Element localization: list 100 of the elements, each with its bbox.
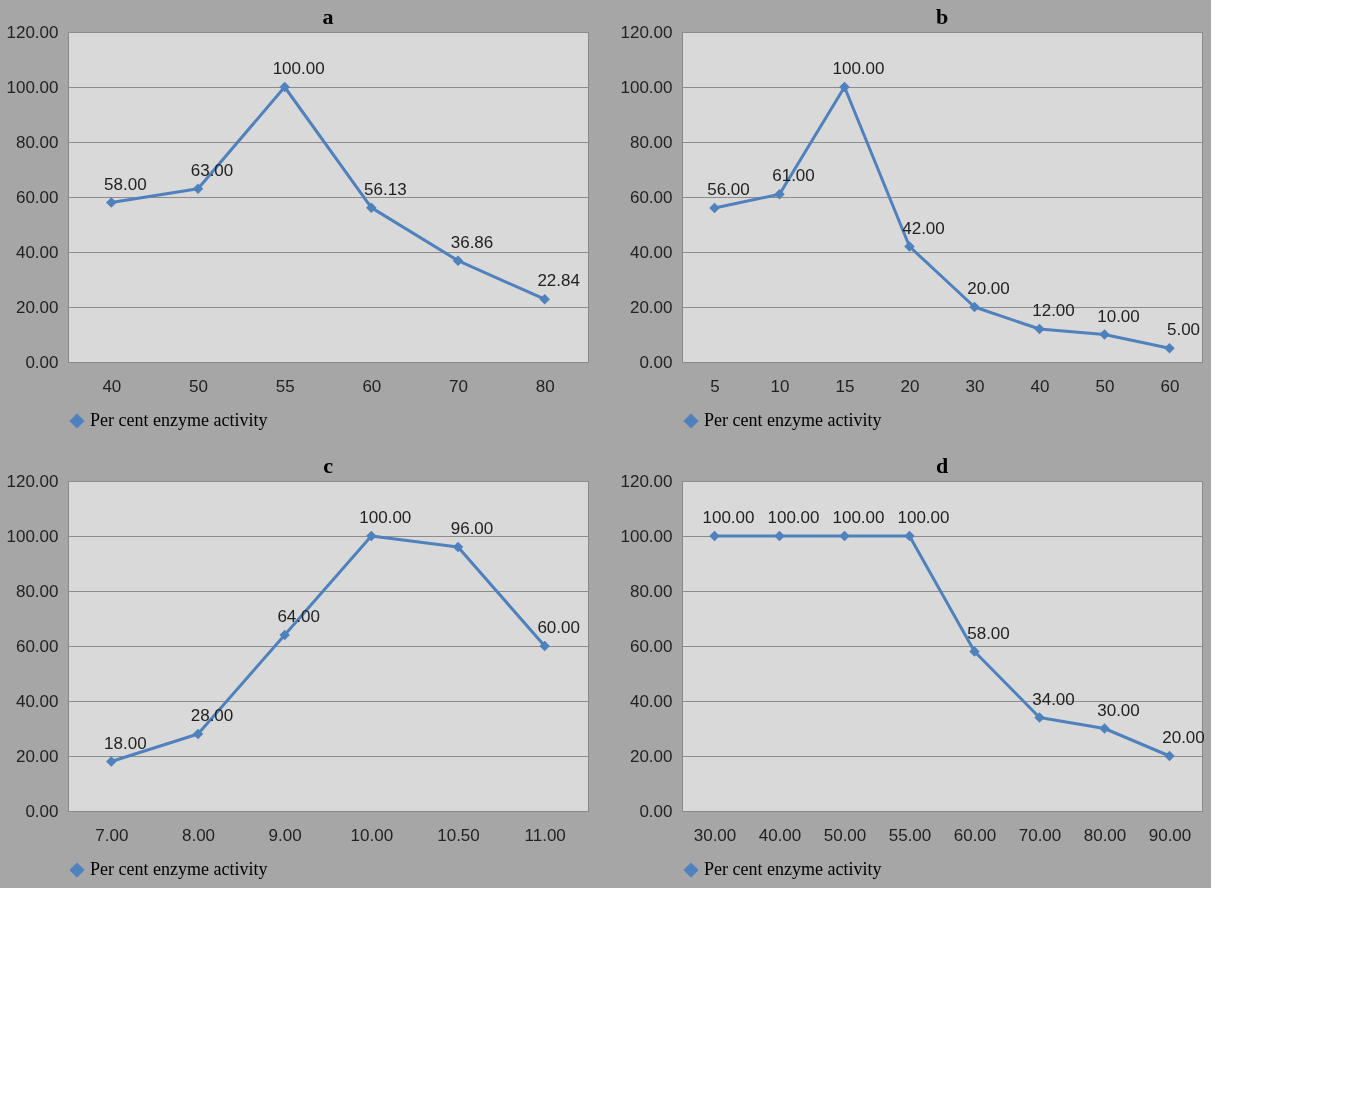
data-label: 100.00 bbox=[359, 508, 412, 527]
y-tick-label: 40.00 bbox=[629, 242, 673, 262]
data-label: 58.00 bbox=[967, 623, 1010, 643]
y-tick-label: 100.00 bbox=[620, 77, 673, 97]
y-tick-label: 80.00 bbox=[15, 581, 59, 601]
x-tick-label: 80.00 bbox=[1083, 825, 1127, 845]
x-tick-label: 55 bbox=[275, 376, 295, 396]
x-tick-label: 8.00 bbox=[181, 825, 216, 845]
data-label: 20.00 bbox=[1162, 728, 1205, 747]
point bbox=[106, 756, 117, 767]
y-tick-label: 0.00 bbox=[639, 352, 673, 372]
point bbox=[452, 255, 464, 266]
point bbox=[366, 530, 377, 542]
y-tick-label: 80.00 bbox=[629, 581, 673, 601]
x-tick-label: 20 bbox=[900, 376, 920, 396]
data-label: 56.00 bbox=[707, 180, 750, 199]
point bbox=[1034, 323, 1045, 335]
data-label: 100.00 bbox=[767, 508, 820, 527]
point bbox=[1099, 723, 1110, 734]
data-label: 20.00 bbox=[967, 279, 1010, 298]
x-tick-label: 40 bbox=[102, 376, 122, 396]
point bbox=[279, 81, 290, 93]
y-tick-label: 100.00 bbox=[6, 77, 59, 97]
data-label: 100.00 bbox=[272, 59, 325, 78]
y-tick-label: 0.00 bbox=[25, 352, 59, 372]
point bbox=[904, 530, 915, 542]
point bbox=[774, 530, 785, 542]
y-tick-label: 20.00 bbox=[15, 746, 59, 766]
legend-label: Per cent enzyme activity bbox=[704, 410, 882, 430]
point bbox=[1099, 329, 1110, 340]
data-label: 36.86 bbox=[450, 232, 494, 252]
data-label: 96.00 bbox=[450, 519, 494, 538]
point bbox=[1164, 750, 1175, 762]
data-label: 18.00 bbox=[104, 733, 147, 753]
point bbox=[106, 197, 117, 208]
point bbox=[709, 530, 720, 542]
y-tick-label: 100.00 bbox=[620, 526, 673, 546]
point bbox=[192, 728, 204, 740]
data-label: 22.84 bbox=[537, 271, 580, 291]
point bbox=[774, 189, 785, 200]
x-tick-label: 10.00 bbox=[350, 825, 394, 845]
legend-label: Per cent enzyme activity bbox=[90, 859, 268, 879]
x-tick-label: 60.00 bbox=[953, 825, 997, 845]
data-label: 100.00 bbox=[897, 508, 950, 527]
x-tick-label: 10.50 bbox=[437, 825, 480, 845]
x-tick-label: 50 bbox=[1095, 376, 1115, 396]
x-tick-label: 5 bbox=[710, 376, 720, 396]
point bbox=[839, 530, 850, 542]
data-label: 10.00 bbox=[1097, 306, 1140, 326]
point bbox=[969, 646, 980, 657]
y-tick-label: 20.00 bbox=[629, 746, 673, 766]
data-label: 5.00 bbox=[1166, 320, 1201, 340]
data-label: 34.00 bbox=[1032, 689, 1075, 709]
x-tick-label: 11.00 bbox=[524, 825, 566, 845]
y-tick-label: 20.00 bbox=[629, 297, 673, 317]
data-label: 100.00 bbox=[832, 508, 885, 527]
data-label: 56.13 bbox=[364, 179, 407, 199]
y-tick-label: 120.00 bbox=[620, 471, 673, 491]
y-tick-label: 20.00 bbox=[15, 297, 59, 317]
point bbox=[839, 81, 850, 93]
data-label: 42.00 bbox=[902, 218, 945, 238]
chart-title: c bbox=[323, 453, 334, 478]
y-tick-label: 60.00 bbox=[629, 187, 673, 207]
x-tick-label: 60 bbox=[1160, 376, 1180, 396]
chart-title: a bbox=[322, 4, 334, 29]
y-tick-label: 80.00 bbox=[15, 132, 59, 152]
data-label: 100.00 bbox=[832, 59, 885, 78]
x-tick-label: 70 bbox=[449, 376, 468, 396]
x-tick-label: 50 bbox=[189, 376, 208, 396]
x-tick-label: 30 bbox=[965, 376, 985, 396]
legend-label: Per cent enzyme activity bbox=[90, 410, 268, 430]
point bbox=[709, 202, 720, 214]
x-tick-label: 80 bbox=[535, 376, 555, 396]
y-tick-label: 60.00 bbox=[15, 636, 59, 656]
data-label: 12.00 bbox=[1032, 301, 1075, 320]
y-tick-label: 0.00 bbox=[25, 801, 59, 821]
data-label: 100.00 bbox=[702, 508, 755, 527]
y-tick-label: 120.00 bbox=[620, 22, 673, 42]
x-tick-label: 90.00 bbox=[1148, 825, 1192, 845]
x-tick-label: 40.00 bbox=[758, 825, 802, 845]
point bbox=[539, 640, 550, 652]
x-tick-label: 15 bbox=[835, 376, 855, 396]
data-label: 30.00 bbox=[1097, 700, 1140, 720]
y-tick-label: 60.00 bbox=[15, 187, 59, 207]
point bbox=[192, 183, 204, 194]
point bbox=[366, 202, 377, 213]
y-tick-label: 40.00 bbox=[15, 242, 59, 262]
point bbox=[1034, 712, 1045, 723]
chart-title: b bbox=[935, 4, 949, 29]
data-label: 58.00 bbox=[104, 174, 147, 194]
x-tick-label: 50.00 bbox=[823, 825, 867, 845]
y-tick-label: 80.00 bbox=[629, 132, 673, 152]
x-tick-label: 40 bbox=[1030, 376, 1050, 396]
x-tick-label: 7.00 bbox=[95, 825, 129, 845]
x-tick-label: 30.00 bbox=[693, 825, 737, 845]
x-tick-label: 9.00 bbox=[268, 825, 302, 845]
y-tick-label: 40.00 bbox=[15, 691, 59, 711]
y-tick-label: 100.00 bbox=[6, 526, 59, 546]
point bbox=[539, 293, 550, 305]
data-label: 60.00 bbox=[537, 618, 580, 637]
